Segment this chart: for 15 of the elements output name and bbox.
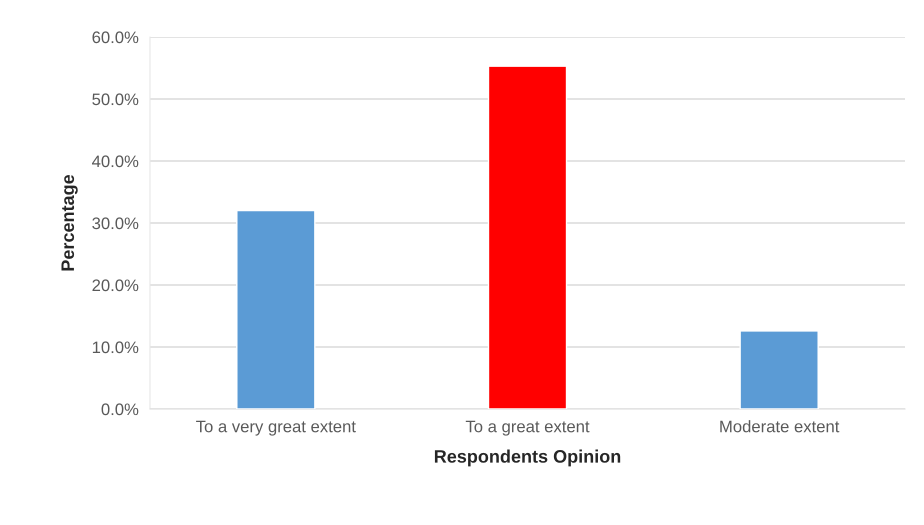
x-tick-label: Moderate extent — [720, 420, 840, 432]
y-tick-label: 10.0% — [92, 341, 138, 354]
x-tick-label: To a very great extent — [196, 420, 356, 436]
x-axis-title: Respondents Opinion — [434, 450, 620, 466]
y-tick-label: 30.0% — [92, 217, 138, 230]
bar — [236, 210, 316, 409]
y-tick-label: 60.0% — [92, 31, 138, 44]
y-tick-label: 20.0% — [92, 279, 138, 292]
bar — [488, 65, 568, 409]
bar — [739, 330, 819, 409]
y-axis-title: Percentage — [62, 174, 78, 270]
y-tick-label: 50.0% — [92, 93, 138, 106]
y-tick-label: 40.0% — [92, 155, 138, 168]
y-tick-label: 0.0% — [102, 403, 138, 416]
x-tick-label: To a great extent — [466, 420, 590, 436]
